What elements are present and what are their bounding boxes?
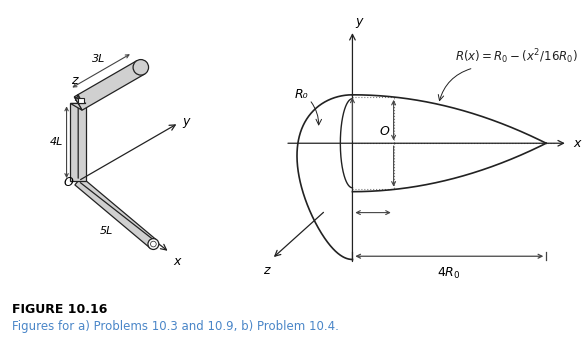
- Text: 3L: 3L: [92, 54, 106, 64]
- Text: y: y: [355, 14, 363, 28]
- Text: O: O: [380, 125, 390, 139]
- Text: x: x: [573, 137, 581, 150]
- Polygon shape: [78, 98, 84, 103]
- Ellipse shape: [133, 60, 149, 75]
- Text: 5L: 5L: [100, 226, 113, 236]
- Circle shape: [148, 239, 159, 249]
- Text: x: x: [174, 255, 181, 268]
- Circle shape: [150, 241, 156, 247]
- Text: R₀: R₀: [295, 88, 308, 101]
- Text: $R(x) = R_0 - (x^2/16R_0)$: $R(x) = R_0 - (x^2/16R_0)$: [455, 48, 578, 66]
- Text: $4R_0$: $4R_0$: [437, 266, 461, 281]
- Polygon shape: [75, 177, 157, 248]
- Text: z: z: [263, 264, 269, 277]
- Text: FIGURE 10.16: FIGURE 10.16: [12, 303, 107, 316]
- Polygon shape: [70, 97, 86, 110]
- Text: O: O: [63, 176, 73, 189]
- Text: Figures for a) Problems 10.3 and 10.9, b) Problem 10.4.: Figures for a) Problems 10.3 and 10.9, b…: [12, 320, 339, 333]
- Text: 4L: 4L: [49, 137, 63, 147]
- Text: y: y: [183, 115, 190, 128]
- Polygon shape: [70, 103, 86, 181]
- Text: z: z: [71, 74, 77, 87]
- Polygon shape: [75, 61, 144, 110]
